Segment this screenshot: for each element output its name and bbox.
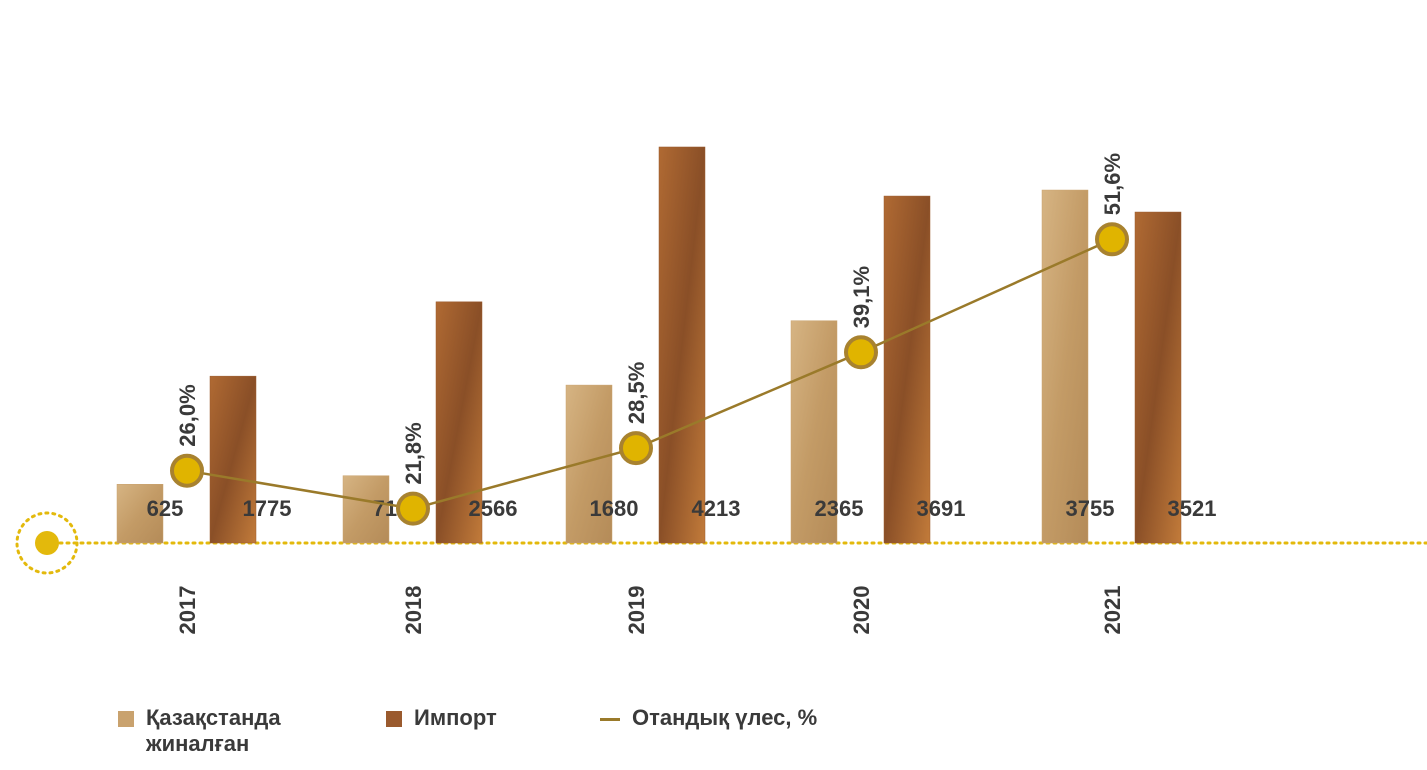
value-label: 1680 [590,496,639,521]
x-tick-label: 2017 [175,586,200,635]
line [187,239,1112,508]
value-label: 1775 [243,496,292,521]
start-dot [35,531,59,555]
value-label: 2566 [469,496,518,521]
value-label: 26,0% [175,384,200,446]
legend-item: Отандық үлес, % [600,705,817,731]
value-label: 2365 [815,496,864,521]
legend-swatch [386,711,402,727]
line-point [621,433,651,463]
x-tick-label: 2018 [401,586,426,635]
bar [1135,212,1181,543]
value-label: 51,6% [1100,153,1125,215]
value-label: 3755 [1066,496,1115,521]
bar [659,147,705,543]
line-point [172,456,202,486]
x-tick-label: 2019 [624,586,649,635]
legend-item: Қазақстанда жиналған [118,705,358,757]
bar [1042,190,1088,543]
line-point [398,494,428,524]
line-point [1097,224,1127,254]
line-point [846,337,876,367]
value-label: 4213 [692,496,741,521]
value-label: 21,8% [401,422,426,484]
value-label: 625 [147,496,184,521]
legend-swatch [600,718,620,721]
x-tick-label: 2021 [1100,586,1125,635]
value-label: 39,1% [849,266,874,328]
legend-item: Импорт [386,705,497,731]
legend-label: Қазақстанда жиналған [146,705,358,757]
legend-label: Отандық үлес, % [632,705,817,731]
legend-swatch [118,711,134,727]
x-tick-label: 2020 [849,586,874,635]
chart: 6257161680236537551775256642133691352120… [0,0,1427,770]
bar [884,196,930,543]
value-label: 3691 [917,496,966,521]
value-label: 3521 [1168,496,1217,521]
legend-label: Импорт [414,705,497,731]
value-label: 28,5% [624,362,649,424]
